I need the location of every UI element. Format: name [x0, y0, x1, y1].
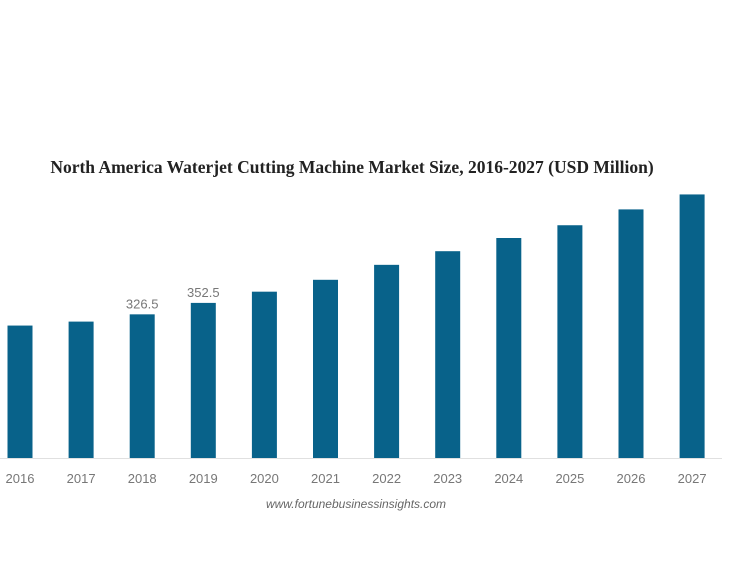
bar-2027	[679, 194, 705, 458]
x-tick-label: 2026	[617, 471, 646, 486]
x-tick-label: 2021	[311, 471, 340, 486]
bar-2021	[313, 279, 338, 458]
x-tick-label: 2024	[494, 471, 523, 486]
bar-2020	[251, 291, 277, 458]
source-credit: www.fortunebusinessinsights.com	[265, 497, 447, 511]
x-tick-label: 2016	[6, 471, 35, 486]
bar-2024	[496, 238, 522, 458]
bar-2016	[7, 325, 33, 458]
x-tick-label: 2017	[67, 471, 96, 486]
bar-2017	[68, 321, 94, 458]
bar-2019	[190, 302, 216, 458]
x-tick-label: 2020	[250, 471, 279, 486]
bar-2023	[435, 251, 461, 458]
data-label: 352.5	[187, 285, 220, 300]
x-tick-label: 2025	[555, 471, 584, 486]
x-tick-label: 2018	[128, 471, 157, 486]
x-tick-label: 2027	[678, 471, 707, 486]
x-tick-label: 2022	[372, 471, 401, 486]
x-tick-label: 2019	[189, 471, 218, 486]
data-label: 326.5	[126, 296, 159, 311]
bar-2025	[557, 225, 583, 458]
bar-2022	[374, 264, 400, 458]
chart-title: North America Waterjet Cutting Machine M…	[50, 157, 654, 177]
x-tick-label: 2023	[433, 471, 462, 486]
bar-2026	[618, 209, 644, 458]
bar-2018	[129, 314, 155, 458]
